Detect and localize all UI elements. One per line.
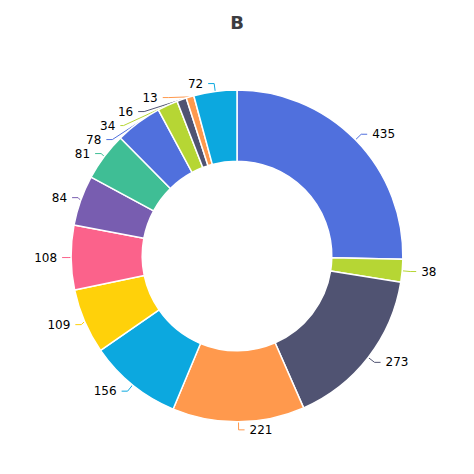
svg-text:273: 273 xyxy=(386,355,409,369)
svg-text:108: 108 xyxy=(34,251,57,265)
svg-text:78: 78 xyxy=(86,133,101,147)
svg-text:109: 109 xyxy=(47,318,70,332)
svg-text:B: B xyxy=(230,12,244,33)
svg-text:84: 84 xyxy=(52,191,67,205)
svg-text:13: 13 xyxy=(142,91,157,105)
svg-text:38: 38 xyxy=(421,265,436,279)
svg-text:221: 221 xyxy=(250,423,273,437)
svg-text:81: 81 xyxy=(75,147,90,161)
svg-text:16: 16 xyxy=(118,105,133,119)
svg-text:156: 156 xyxy=(94,384,117,398)
svg-text:435: 435 xyxy=(372,127,395,141)
svg-text:72: 72 xyxy=(188,77,203,91)
svg-text:34: 34 xyxy=(100,119,115,133)
